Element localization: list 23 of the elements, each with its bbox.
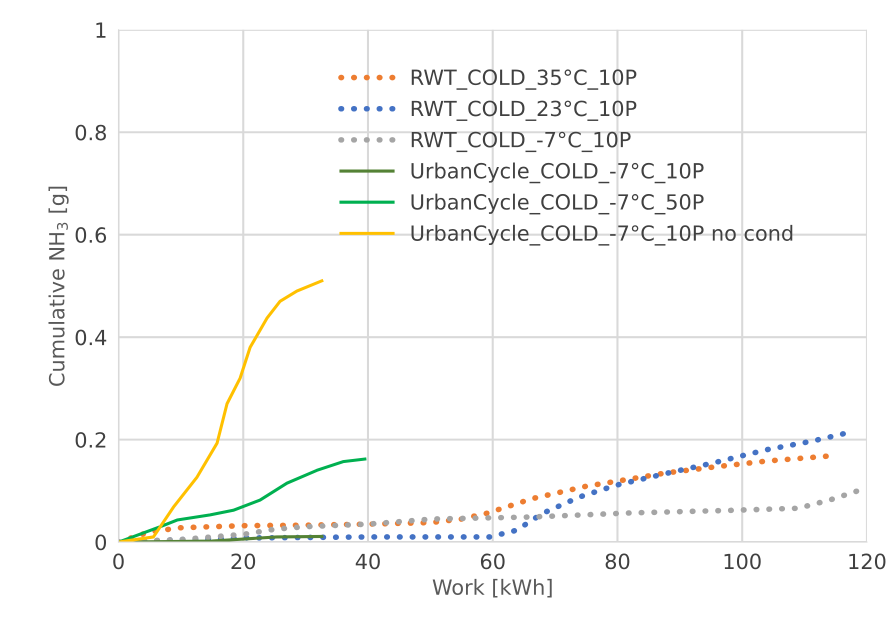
- y-tick-label: 0.8: [76, 124, 106, 140]
- line-series: [118, 458, 366, 542]
- legend-label: UrbanCycle_COLD_-7°C_10P no cond: [412, 224, 792, 246]
- legend-label: RWT_COLD_23°C_10P: [412, 100, 636, 121]
- y-tick-label: 0: [96, 534, 106, 550]
- x-tick-label: 20: [232, 554, 256, 570]
- x-axis-title: Work [kWh]: [432, 578, 552, 598]
- x-tick-label: 100: [724, 554, 761, 570]
- x-tick-label: 80: [606, 554, 630, 570]
- y-tick-label: 0.2: [76, 432, 106, 448]
- x-tick-label: 40: [356, 554, 380, 570]
- legend-label: UrbanCycle_COLD_-7°C_10P: [412, 162, 704, 184]
- legend-label: UrbanCycle_COLD_-7°C_50P: [412, 194, 704, 214]
- line-series: [118, 279, 324, 542]
- x-tick-label: 60: [480, 554, 505, 570]
- y-axis-title: Cumulative NH$_{3}$ [g]: [48, 186, 69, 386]
- y-tick-label: 0.4: [76, 330, 106, 346]
- y-tick-label: 1: [96, 22, 106, 38]
- x-tick-label: 0: [113, 554, 124, 570]
- legend-label: RWT_COLD_35°C_10P: [412, 69, 636, 90]
- y-tick-label: 0.6: [76, 227, 106, 243]
- legend-label: RWT_COLD_-7°C_10P: [412, 132, 631, 152]
- x-tick-label: 120: [849, 554, 886, 570]
